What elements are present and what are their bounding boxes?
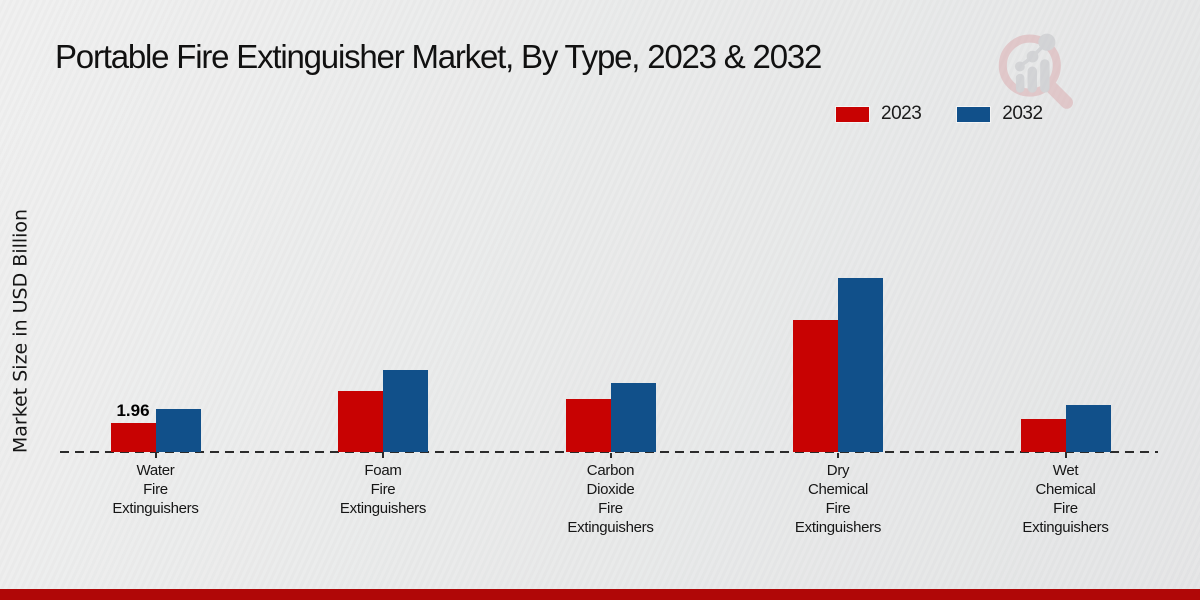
legend-item-2023: 2023 [836,103,922,125]
bar-2023-wet-chemical-fire-extinguishers [1020,418,1066,452]
bar-2023-water-fire-extinguishers [110,423,156,452]
legend-label-2023: 2023 [881,103,922,124]
category-label-dry-chemical-fire-extinguishers: Dry Chemical Fire Extinguishers [794,462,882,536]
bar-value-label: 1.96 [116,401,150,420]
bar-2023-carbon-dioxide-fire-extinguishers [565,398,611,452]
legend-swatch-2023 [836,106,869,122]
footer-accent-bar [0,589,1200,600]
bar-2023-foam-fire-extinguishers [338,391,383,452]
x-axis-tick [382,453,384,458]
bar-2032-foam-fire-extinguishers [383,369,428,452]
magnifier-bar-chart-logo-icon [998,33,1073,109]
x-axis-tick [1064,453,1067,458]
bar-2032-dry-chemical-fire-extinguishers [838,278,883,452]
category-label-water-fire-extinguishers: Water Fire Extinguishers [112,462,199,517]
bar-2032-water-fire-extinguishers [155,409,201,452]
zero-baseline [60,451,1158,453]
x-axis-tick [154,453,157,458]
category-label-foam-fire-extinguishers: Foam Fire Extinguishers [339,462,427,517]
legend-item-2032: 2032 [957,103,1043,125]
legend: 2023 2032 [836,103,1043,125]
category-label-wet-chemical-fire-extinguishers: Wet Chemical Fire Extinguishers [1022,462,1109,536]
category-label-carbon-dioxide-fire-extinguishers: Carbon Dioxide Fire Extinguishers [567,462,654,536]
bar-2032-carbon-dioxide-fire-extinguishers [610,383,656,452]
legend-swatch-2032 [957,106,991,122]
x-axis-tick [609,453,612,458]
chart-title: Portable Fire Extinguisher Market, By Ty… [55,38,822,75]
x-axis-tick [837,453,839,458]
legend-label-2032: 2032 [1002,103,1043,124]
bar-2023-dry-chemical-fire-extinguishers [793,320,838,452]
bar-2032-wet-chemical-fire-extinguishers [1065,404,1111,452]
